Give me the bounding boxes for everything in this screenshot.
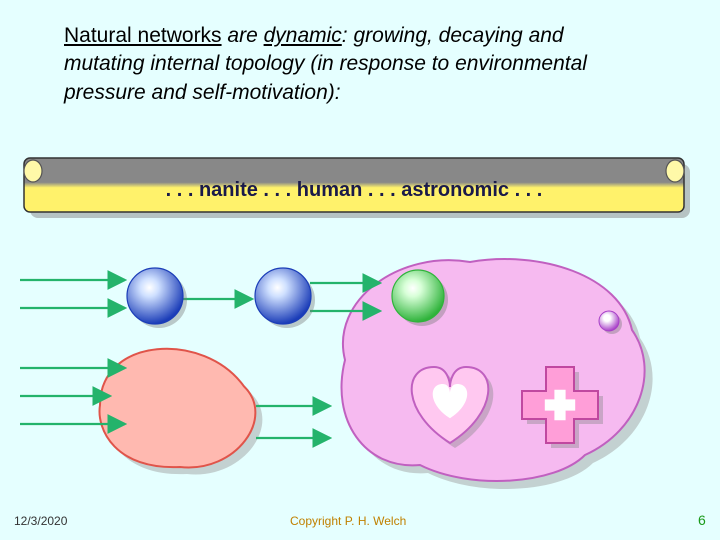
network-diagram [0, 0, 720, 540]
slide: Natural networks are dynamic: growing, d… [0, 0, 720, 540]
footer-page-number: 6 [698, 512, 706, 528]
footer-copyright: Copyright P. H. Welch [290, 514, 406, 528]
footer-date: 12/3/2020 [14, 514, 67, 528]
